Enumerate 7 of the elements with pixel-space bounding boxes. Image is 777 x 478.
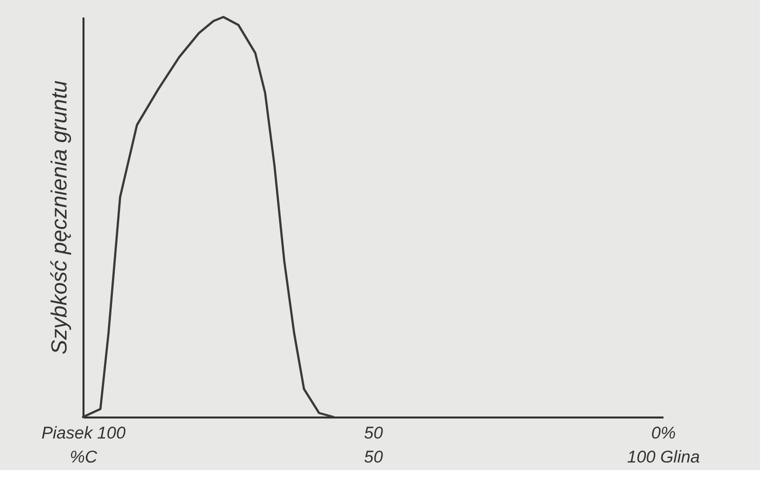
x-tick-label: 0% bbox=[651, 424, 676, 442]
y-axis-title: Szybkość pęcznienia gruntu bbox=[46, 80, 72, 354]
x-tick-label: 50 bbox=[364, 424, 384, 442]
x2-tick-label: 100 Glina bbox=[627, 448, 700, 466]
x2-tick-label: 50 bbox=[364, 448, 384, 466]
x-tick-label: Piasek 100 bbox=[41, 424, 126, 442]
x2-tick-label: %C bbox=[70, 448, 98, 466]
